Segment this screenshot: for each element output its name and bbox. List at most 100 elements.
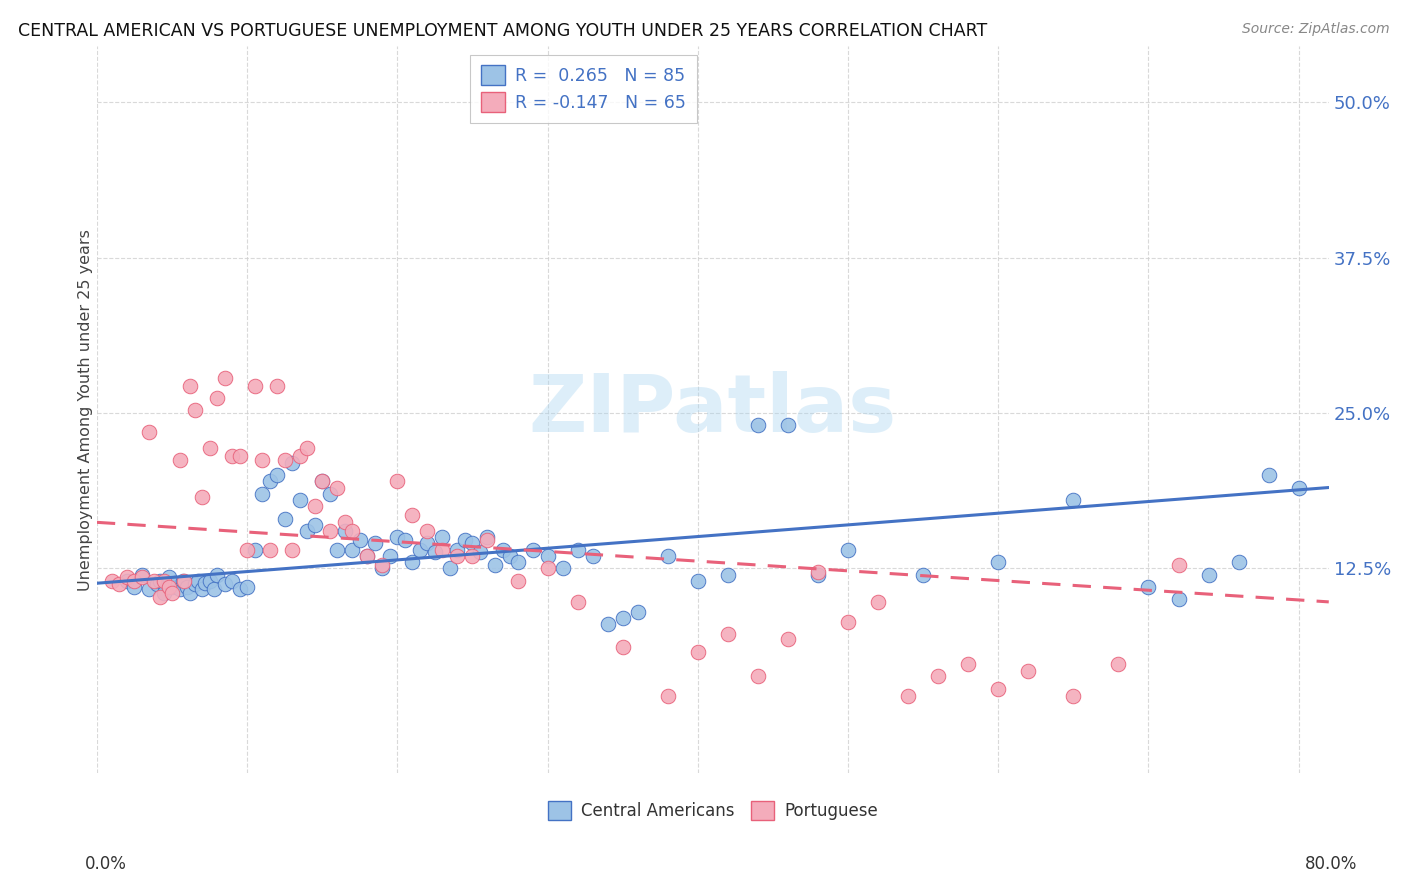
- Point: [506, 574, 529, 588]
- Point: [717, 567, 740, 582]
- Point: [205, 391, 228, 405]
- Point: [169, 453, 191, 467]
- Point: [228, 582, 250, 597]
- Point: [266, 378, 288, 392]
- Point: [686, 645, 709, 659]
- Point: [401, 555, 423, 569]
- Point: [807, 567, 830, 582]
- Point: [183, 577, 205, 591]
- Point: [468, 545, 491, 559]
- Point: [266, 468, 288, 483]
- Point: [582, 549, 605, 563]
- Point: [146, 577, 169, 591]
- Point: [612, 640, 634, 654]
- Point: [567, 595, 589, 609]
- Point: [304, 517, 326, 532]
- Point: [1167, 592, 1189, 607]
- Text: Source: ZipAtlas.com: Source: ZipAtlas.com: [1241, 22, 1389, 37]
- Point: [115, 570, 138, 584]
- Point: [484, 558, 506, 572]
- Point: [356, 549, 378, 563]
- Point: [454, 533, 477, 547]
- Point: [657, 549, 679, 563]
- Point: [186, 574, 208, 588]
- Point: [179, 378, 201, 392]
- Point: [401, 508, 423, 522]
- Point: [131, 570, 153, 584]
- Point: [160, 586, 183, 600]
- Point: [108, 577, 131, 591]
- Point: [776, 418, 799, 433]
- Y-axis label: Unemployment Among Youth under 25 years: Unemployment Among Youth under 25 years: [79, 229, 93, 591]
- Point: [536, 561, 558, 575]
- Point: [143, 574, 166, 588]
- Point: [506, 555, 529, 569]
- Point: [194, 576, 217, 591]
- Point: [214, 371, 236, 385]
- Point: [198, 441, 221, 455]
- Point: [499, 549, 522, 563]
- Point: [250, 453, 273, 467]
- Point: [536, 549, 558, 563]
- Point: [522, 542, 544, 557]
- Point: [1062, 492, 1084, 507]
- Point: [776, 632, 799, 647]
- Point: [387, 475, 409, 489]
- Point: [131, 567, 153, 582]
- Text: 80.0%: 80.0%: [1305, 855, 1358, 872]
- Point: [423, 545, 446, 559]
- Point: [191, 491, 214, 505]
- Point: [243, 542, 266, 557]
- Point: [138, 582, 160, 597]
- Point: [957, 657, 980, 671]
- Point: [356, 549, 378, 563]
- Point: [259, 542, 281, 557]
- Point: [228, 450, 250, 464]
- Point: [273, 453, 295, 467]
- Point: [205, 567, 228, 582]
- Point: [311, 475, 333, 489]
- Legend: Central Americans, Portuguese: Central Americans, Portuguese: [541, 795, 884, 827]
- Point: [176, 580, 198, 594]
- Point: [295, 524, 318, 538]
- Point: [686, 574, 709, 588]
- Point: [221, 450, 243, 464]
- Point: [281, 456, 304, 470]
- Point: [807, 565, 830, 579]
- Point: [717, 627, 740, 641]
- Point: [612, 611, 634, 625]
- Point: [149, 590, 172, 604]
- Point: [179, 586, 201, 600]
- Point: [326, 481, 349, 495]
- Point: [172, 574, 194, 588]
- Point: [214, 577, 236, 591]
- Point: [409, 542, 432, 557]
- Point: [138, 425, 160, 439]
- Point: [1017, 665, 1039, 679]
- Point: [342, 542, 364, 557]
- Point: [236, 580, 259, 594]
- Point: [115, 574, 138, 588]
- Point: [173, 574, 195, 588]
- Point: [416, 536, 439, 550]
- Point: [477, 533, 499, 547]
- Point: [987, 555, 1010, 569]
- Point: [202, 582, 225, 597]
- Point: [394, 533, 416, 547]
- Point: [243, 378, 266, 392]
- Point: [477, 530, 499, 544]
- Point: [1107, 657, 1129, 671]
- Text: CENTRAL AMERICAN VS PORTUGUESE UNEMPLOYMENT AMONG YOUTH UNDER 25 YEARS CORRELATI: CENTRAL AMERICAN VS PORTUGUESE UNEMPLOYM…: [18, 22, 987, 40]
- Point: [912, 567, 935, 582]
- Point: [101, 574, 124, 588]
- Point: [288, 492, 311, 507]
- Point: [157, 570, 180, 584]
- Point: [897, 690, 920, 704]
- Point: [371, 558, 394, 572]
- Point: [333, 516, 356, 530]
- Point: [446, 542, 468, 557]
- Point: [747, 418, 769, 433]
- Point: [1062, 690, 1084, 704]
- Point: [333, 524, 356, 538]
- Point: [1288, 481, 1310, 495]
